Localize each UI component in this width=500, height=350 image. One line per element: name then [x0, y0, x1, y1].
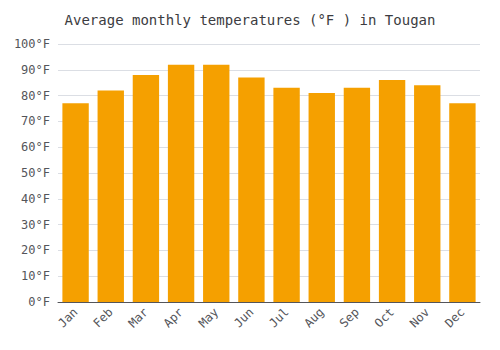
svg-text:10°F: 10°F [21, 269, 50, 283]
svg-text:Apr: Apr [161, 305, 186, 330]
svg-text:30°F: 30°F [21, 218, 50, 232]
svg-text:Mar: Mar [126, 305, 151, 330]
svg-text:Oct: Oct [372, 305, 397, 330]
svg-text:50°F: 50°F [21, 166, 50, 180]
svg-text:100°F: 100°F [14, 37, 50, 51]
svg-text:80°F: 80°F [21, 89, 50, 103]
svg-text:60°F: 60°F [21, 140, 50, 154]
svg-text:Jan: Jan [55, 305, 80, 330]
svg-text:Jun: Jun [231, 305, 256, 330]
svg-text:20°F: 20°F [21, 243, 50, 257]
svg-text:0°F: 0°F [28, 295, 50, 309]
svg-text:Nov: Nov [407, 305, 432, 330]
svg-text:Jul: Jul [266, 305, 291, 330]
svg-text:Average monthly temperatures (: Average monthly temperatures (°F ) in To… [65, 12, 436, 28]
svg-text:Aug: Aug [301, 305, 326, 330]
svg-text:Sep: Sep [337, 305, 362, 330]
svg-text:May: May [196, 305, 221, 330]
svg-text:Feb: Feb [90, 305, 115, 330]
svg-text:90°F: 90°F [21, 63, 50, 77]
svg-text:Dec: Dec [442, 305, 467, 330]
svg-text:40°F: 40°F [21, 192, 50, 206]
svg-text:70°F: 70°F [21, 114, 50, 128]
